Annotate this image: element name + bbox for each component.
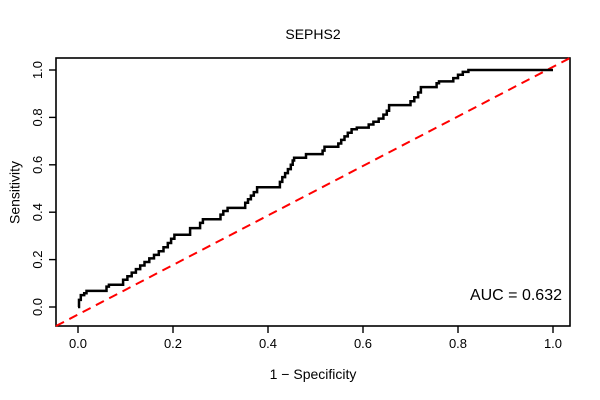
chance-diagonal-line (55, 57, 571, 327)
x-tick-label: 1.0 (544, 336, 562, 351)
y-tick-label: 0.0 (30, 298, 45, 316)
y-tick-label: 0.4 (30, 203, 45, 221)
y-axis-label: Sensitivity (6, 160, 23, 225)
x-tick-label: 0.0 (69, 336, 87, 351)
x-axis-label: 1 − Specificity (269, 366, 357, 382)
y-tick-label: 0.2 (30, 251, 45, 269)
y-tick-label: 0.6 (30, 156, 45, 174)
x-tick-label: 0.2 (164, 336, 182, 351)
y-tick-label: 0.8 (30, 108, 45, 126)
x-tick-label: 0.8 (449, 336, 467, 351)
chart-title: SEPHS2 (285, 26, 341, 42)
plot-box (55, 57, 571, 327)
y-tick-label: 1.0 (30, 61, 45, 79)
x-tick-label: 0.4 (259, 336, 277, 351)
x-tick-label: 0.6 (354, 336, 372, 351)
auc-annotation: AUC = 0.632 (469, 287, 562, 304)
roc-curve (77, 68, 553, 309)
